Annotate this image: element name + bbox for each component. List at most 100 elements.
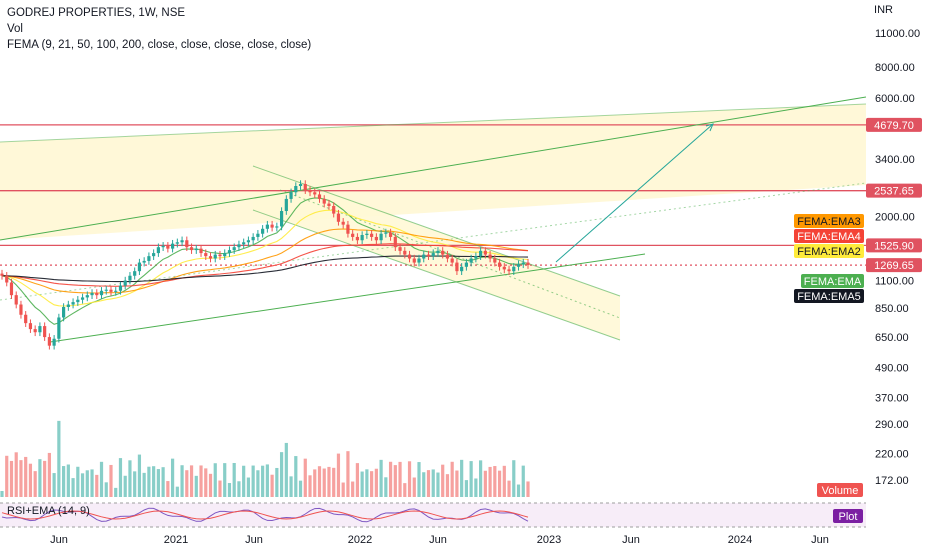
volume-bar [90, 469, 94, 497]
volume-bar [223, 463, 227, 497]
volume-bar [379, 459, 383, 497]
candle-body [431, 253, 435, 257]
volume-bar [270, 474, 274, 497]
ema-line [1, 209, 529, 307]
volume-bar [298, 480, 303, 497]
candle-body [175, 242, 179, 244]
candle-body [398, 247, 402, 251]
level-tag-bg [866, 183, 922, 198]
x-tick-label: Jun [811, 534, 829, 546]
ema-line [1, 255, 529, 283]
candle-body [275, 226, 279, 228]
candle-body [512, 266, 516, 272]
candle-body [450, 258, 454, 263]
candle-body [204, 253, 208, 257]
x-tick-label: Jun [429, 534, 447, 546]
candle-body [516, 264, 521, 267]
volume-bar [114, 487, 118, 497]
volume-legend[interactable]: Vol [7, 23, 23, 35]
candle-body [114, 290, 118, 292]
x-tick-label: Jun [50, 534, 68, 546]
volume-bar [85, 470, 89, 497]
volume-bar [355, 463, 360, 497]
volume-bar [351, 481, 355, 497]
chart-title[interactable]: GODREJ PROPERTIES, 1W, NSE [7, 7, 186, 19]
volume-bar [104, 482, 108, 497]
volume-bar [242, 465, 246, 497]
volume-bar [194, 475, 198, 497]
candle-body [66, 304, 70, 307]
volume-bar [407, 461, 412, 497]
volume-bar [128, 460, 132, 497]
volume-bar [365, 469, 369, 497]
volume-bar [317, 466, 322, 497]
candle-body [388, 232, 393, 237]
trend-line [252, 209, 621, 341]
overlay-tag-ema3-bg [794, 214, 864, 228]
candle-body [62, 306, 66, 318]
candle-body [99, 290, 104, 296]
candle-body [71, 302, 75, 305]
volume-bar [80, 473, 85, 497]
candle-body [521, 262, 525, 265]
candle-body [95, 292, 99, 296]
trend-line [555, 123, 714, 263]
candle-body [360, 235, 364, 241]
volume-bar [175, 486, 179, 497]
candle-body [246, 240, 251, 243]
volume-bar [57, 420, 61, 497]
volume-bar [374, 468, 378, 497]
volume-bar [52, 473, 56, 497]
level-tag: 1525.90 [874, 240, 914, 252]
candle-body [483, 250, 487, 255]
candle-body [436, 250, 440, 254]
candle-body [38, 326, 42, 333]
volume-bar [497, 470, 502, 497]
candle-body [185, 240, 189, 248]
indicator-legend[interactable]: FEMA (9, 21, 50, 100, 200, close, close,… [7, 39, 312, 51]
volume-bar [384, 477, 388, 497]
candle-body [14, 295, 18, 305]
candle-body [133, 271, 137, 276]
volume-bar [507, 480, 511, 497]
volume-bar [208, 473, 213, 497]
volume-bar [170, 458, 175, 497]
rsi-legend[interactable]: RSI+EMA (14, 9) [7, 505, 90, 517]
volume-bar [279, 452, 284, 497]
rsi-background [0, 503, 866, 527]
overlay-tag-ema4: FEMA:EMA4 [797, 231, 861, 243]
candle-body [85, 295, 89, 298]
upper-channel-fill [0, 104, 866, 240]
candle-body [313, 192, 317, 195]
volume-bar [137, 454, 142, 497]
candle-body [28, 323, 33, 330]
rsi-ema-line [1, 510, 529, 520]
volume-bar [388, 461, 393, 497]
volume-bar [24, 456, 28, 497]
candle-body [284, 198, 288, 212]
candle-body [199, 248, 203, 254]
candle-body [493, 258, 497, 263]
candle-body [455, 262, 459, 272]
volume-bar [232, 462, 236, 497]
candle-body [322, 198, 326, 204]
candle-body [57, 317, 61, 339]
ema-line [1, 243, 529, 287]
candle-body [213, 254, 217, 259]
trend-line [252, 165, 621, 297]
volume-bar [261, 465, 265, 497]
volume-bar [275, 467, 279, 497]
volume-bar [332, 467, 336, 497]
volume-bar [431, 469, 435, 497]
candle-body [43, 326, 47, 338]
y-tick-label: 172.00 [875, 475, 909, 487]
volume-bar [109, 464, 113, 497]
overlay-tag-ema2-bg [794, 244, 864, 258]
candle-body [308, 190, 312, 193]
volume-tag-bg [817, 483, 863, 497]
volume-bar [526, 481, 530, 497]
y-tick-label: 220.00 [875, 449, 909, 461]
rsi-plot-tag: Plot [839, 511, 858, 523]
target-arrow-icon [705, 123, 714, 132]
